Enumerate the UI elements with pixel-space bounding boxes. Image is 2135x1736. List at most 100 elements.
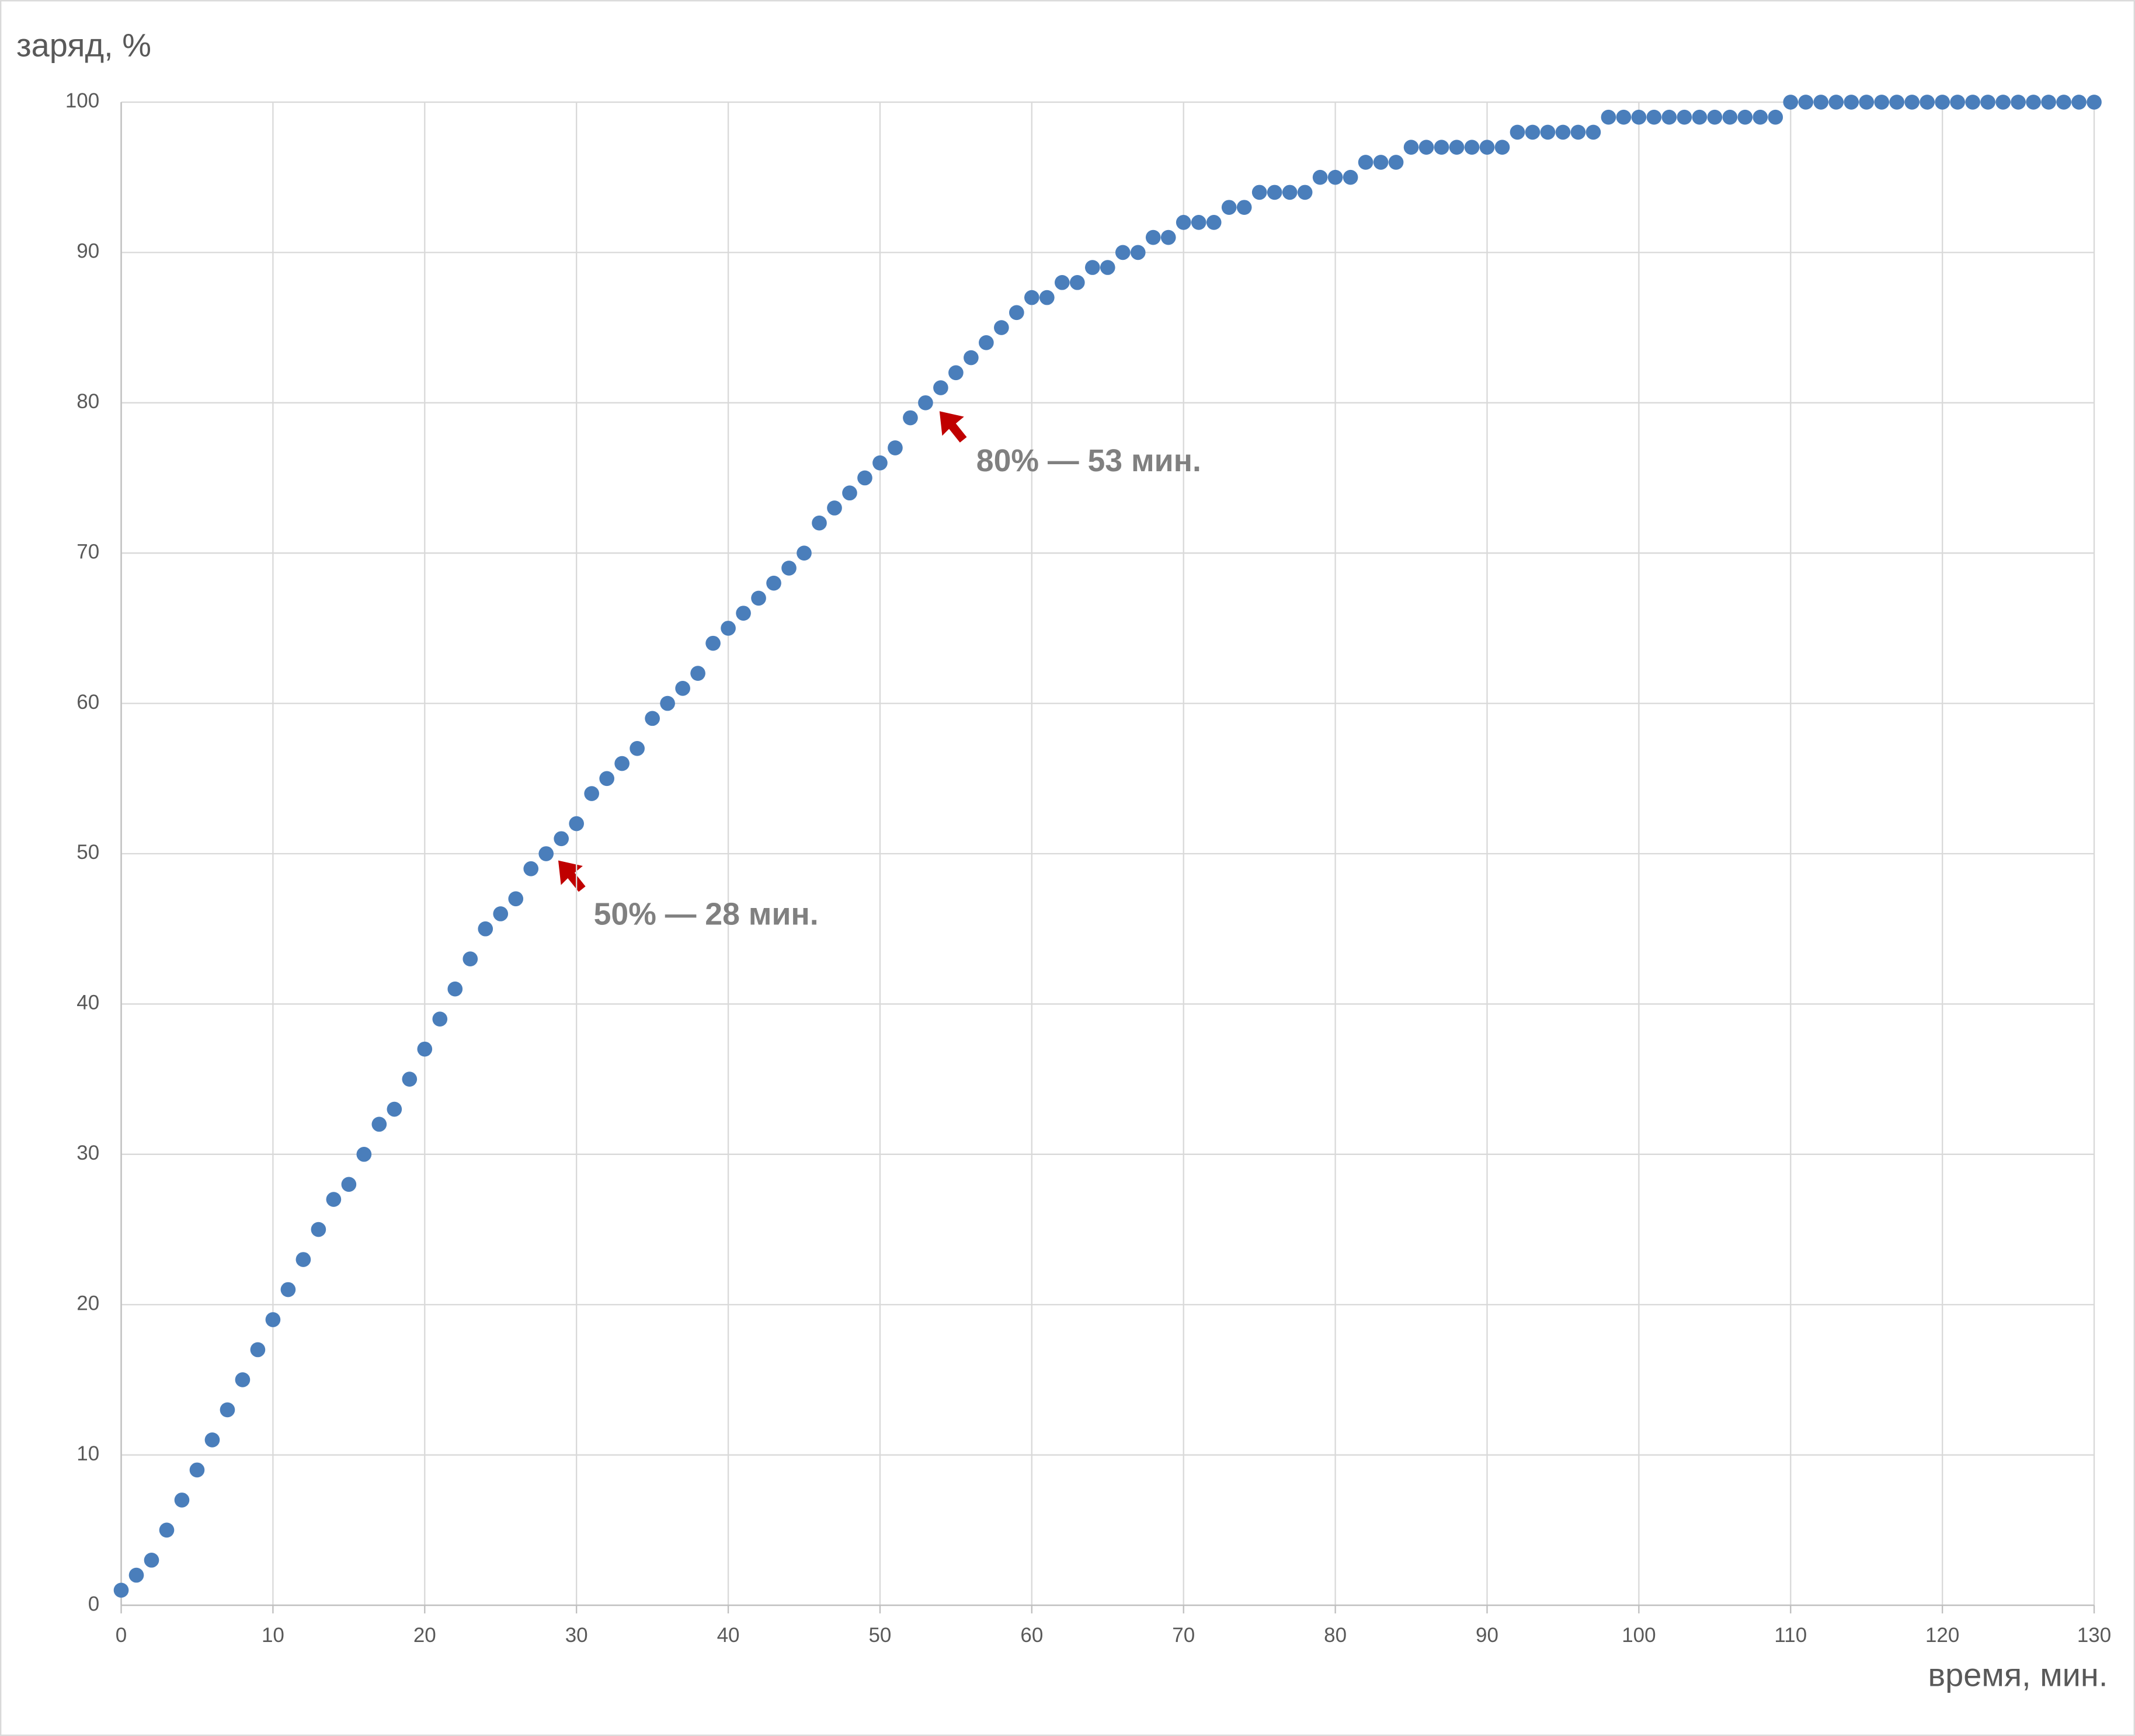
data-point	[781, 561, 797, 576]
data-point	[326, 1192, 342, 1207]
data-point	[797, 545, 812, 561]
data-point	[1100, 260, 1115, 275]
data-point	[417, 1041, 433, 1057]
y-tick-label: 30	[77, 1142, 99, 1164]
x-tick-label: 50	[868, 1624, 891, 1647]
data-point	[1176, 215, 1191, 230]
data-point	[554, 831, 569, 847]
data-point	[1661, 109, 1677, 125]
data-point	[144, 1553, 159, 1568]
data-point	[1282, 185, 1298, 200]
data-point	[1752, 109, 1768, 125]
data-point	[1221, 200, 1237, 215]
data-point	[1373, 155, 1389, 170]
data-point	[402, 1071, 418, 1087]
data-point	[766, 575, 781, 591]
data-point	[2026, 95, 2041, 110]
data-point	[1403, 140, 1419, 155]
y-tick-label: 20	[77, 1292, 99, 1314]
data-point	[2041, 95, 2056, 110]
data-point	[1510, 124, 1525, 140]
data-point	[204, 1432, 220, 1448]
data-point	[1115, 245, 1131, 260]
annotation: 80% — 53 мин.	[976, 443, 1201, 478]
data-point	[1935, 95, 1950, 110]
data-point	[235, 1372, 251, 1387]
data-point	[569, 816, 585, 832]
data-point	[675, 681, 690, 696]
data-point	[1995, 95, 2011, 110]
data-point	[1950, 95, 1965, 110]
data-point	[174, 1493, 190, 1508]
data-point	[1540, 124, 1556, 140]
x-tick-label: 100	[1622, 1624, 1656, 1647]
data-point	[1084, 260, 1100, 275]
data-point	[1479, 140, 1495, 155]
x-tick-label: 40	[717, 1624, 740, 1647]
x-tick-label: 20	[413, 1624, 436, 1647]
data-point	[1343, 169, 1358, 185]
data-point	[827, 500, 842, 516]
data-point	[356, 1147, 372, 1162]
y-axis-label: заряд, %	[16, 26, 151, 63]
x-tick-label: 110	[1774, 1624, 1807, 1647]
data-point	[1009, 305, 1024, 321]
data-point	[1054, 275, 1070, 290]
data-point	[1418, 140, 1434, 155]
data-point	[918, 395, 933, 410]
y-tick-label: 70	[77, 540, 99, 563]
data-point	[1631, 109, 1647, 125]
data-point	[1236, 200, 1252, 215]
data-point	[113, 1582, 129, 1598]
data-point	[751, 590, 766, 606]
data-point	[2011, 95, 2026, 110]
data-point	[1844, 95, 1859, 110]
data-point	[721, 621, 736, 636]
data-point	[1980, 95, 1995, 110]
data-point	[1828, 95, 1844, 110]
data-point	[1570, 124, 1586, 140]
y-tick-label: 80	[77, 390, 99, 413]
x-tick-label: 120	[1925, 1624, 1959, 1647]
data-point	[1874, 95, 1890, 110]
data-point	[933, 380, 948, 395]
y-tick-label: 40	[77, 991, 99, 1014]
data-point	[1889, 95, 1905, 110]
data-point	[1494, 140, 1510, 155]
data-point	[964, 350, 979, 366]
data-point	[1677, 109, 1692, 125]
data-point	[1464, 140, 1480, 155]
data-point	[1160, 229, 1176, 245]
data-point	[387, 1101, 402, 1117]
data-point	[872, 455, 888, 471]
x-tick-label: 0	[116, 1624, 127, 1647]
data-point	[128, 1567, 144, 1583]
data-point	[645, 711, 660, 726]
data-point	[1585, 124, 1601, 140]
data-point	[1722, 109, 1738, 125]
data-point	[1358, 155, 1374, 170]
y-tick-label: 60	[77, 691, 99, 714]
data-point	[220, 1402, 235, 1418]
data-point	[1312, 169, 1328, 185]
data-point	[1965, 95, 1980, 110]
x-tick-label: 60	[1020, 1624, 1043, 1647]
data-point	[1783, 95, 1799, 110]
data-point	[994, 320, 1009, 335]
data-point	[584, 786, 599, 801]
data-point	[1434, 140, 1449, 155]
data-point	[1737, 109, 1753, 125]
data-point	[630, 741, 645, 756]
data-point	[1555, 124, 1571, 140]
x-tick-label: 10	[262, 1624, 284, 1647]
annotation-arrow	[558, 860, 586, 892]
y-tick-label: 90	[77, 240, 99, 263]
data-point	[660, 695, 675, 711]
data-point	[341, 1177, 357, 1192]
data-point	[857, 470, 872, 486]
data-point	[1449, 140, 1465, 155]
data-point	[493, 906, 509, 921]
x-tick-label: 130	[2077, 1624, 2111, 1647]
data-point	[1130, 245, 1146, 260]
